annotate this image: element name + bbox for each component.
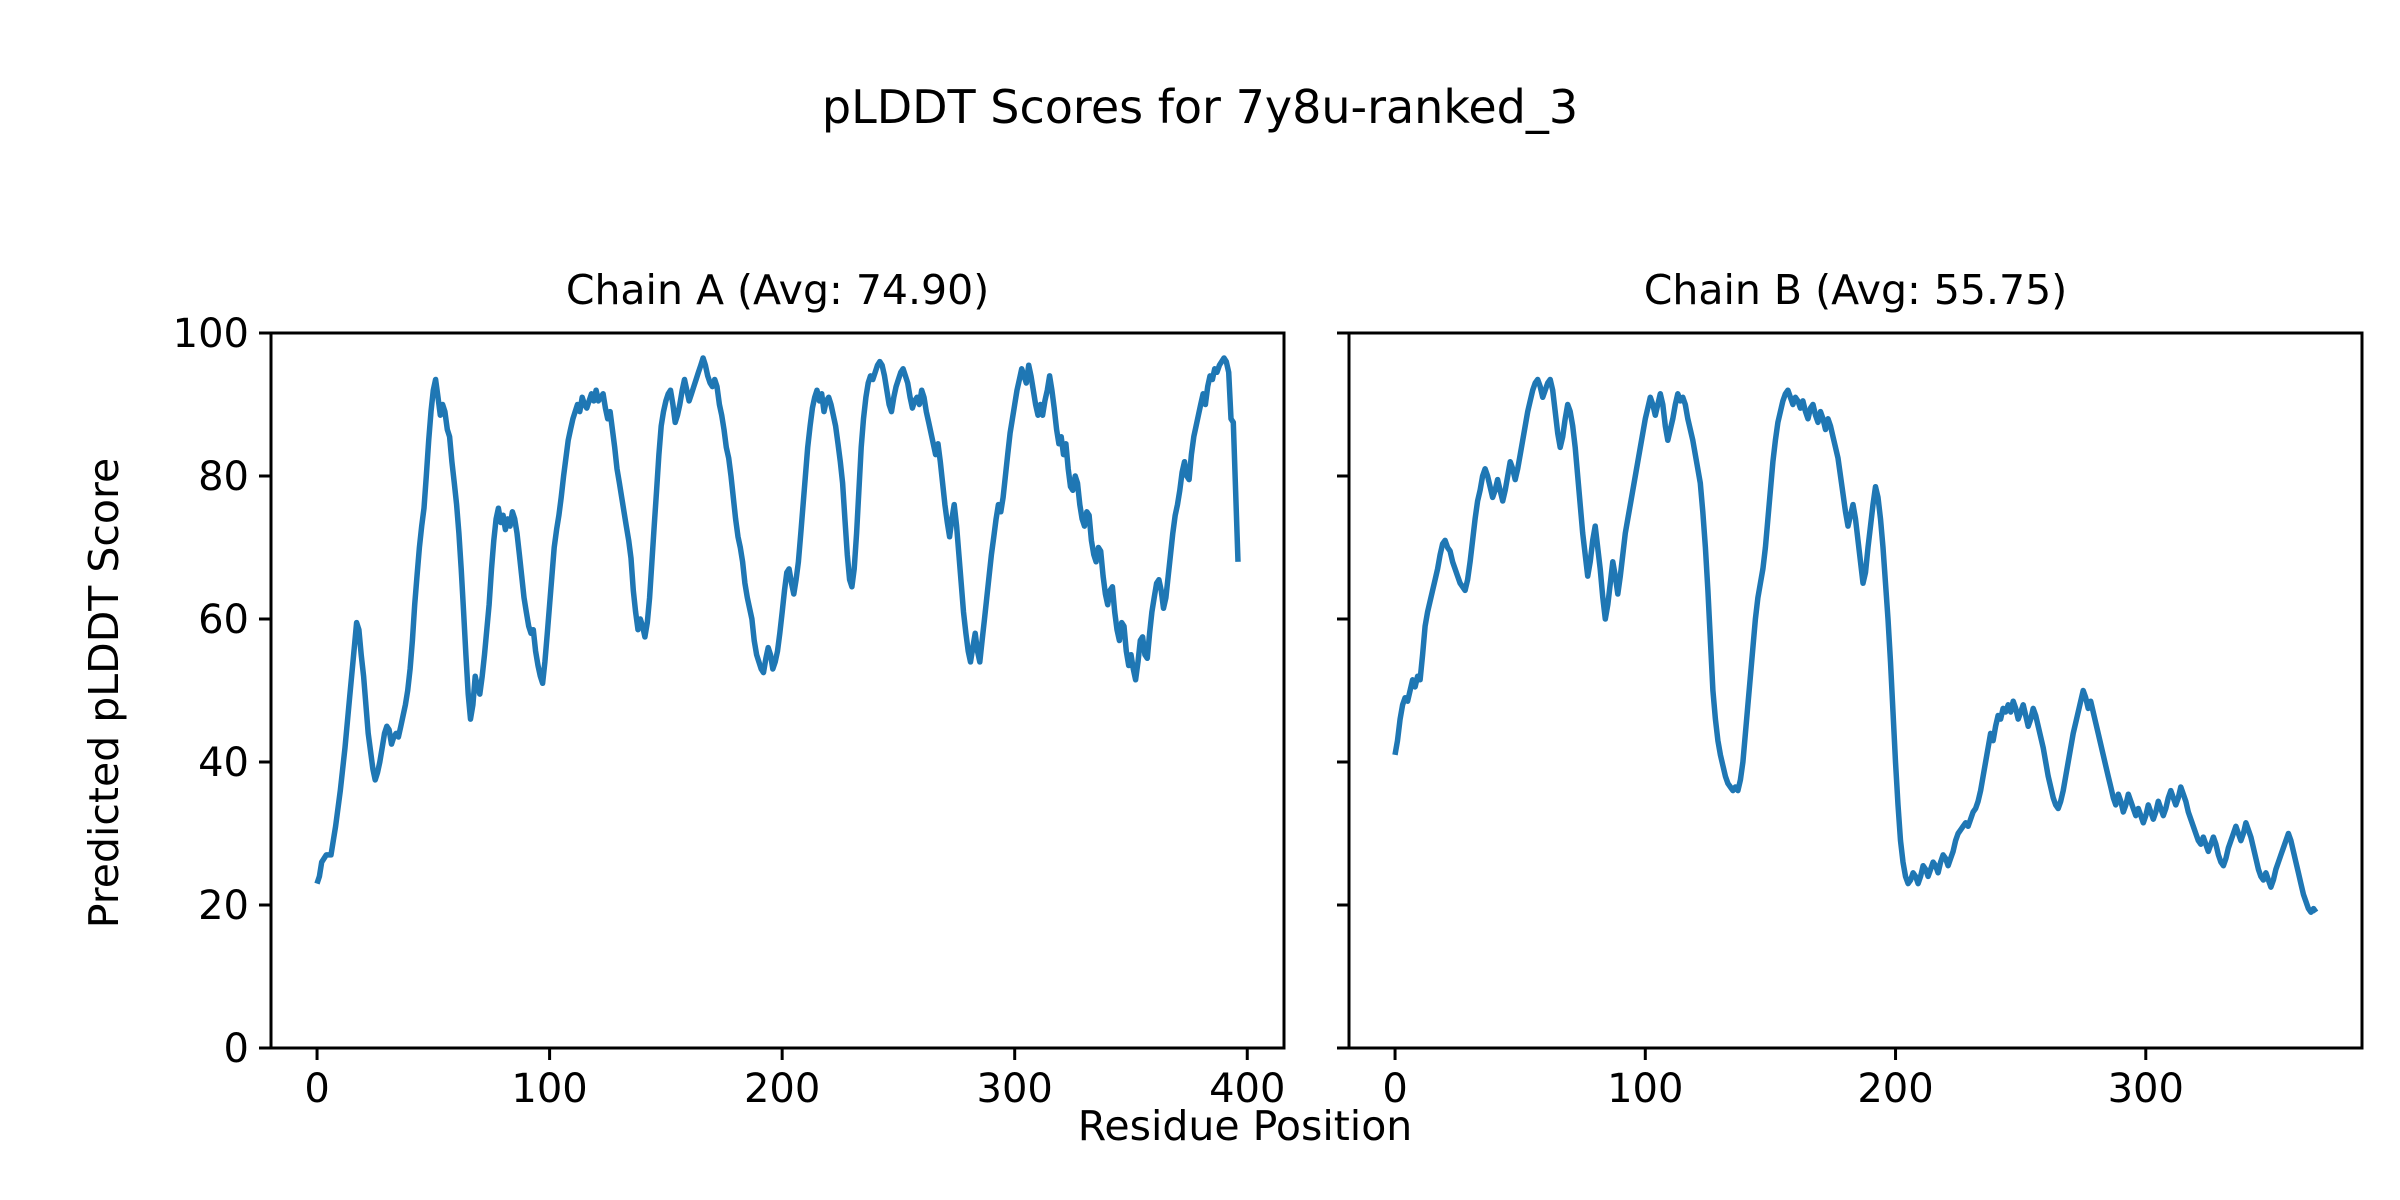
chain-a-plot: 0 100 200 300 400 0 20 40 60 80 100 — [173, 311, 1286, 1112]
x-tick-label: 200 — [744, 1066, 820, 1112]
y-tick-label: 80 — [198, 454, 249, 500]
x-tick-label: 100 — [1607, 1066, 1683, 1112]
x-tick-label: 200 — [1857, 1066, 1933, 1112]
x-tick-label: 0 — [304, 1066, 329, 1112]
y-tick-label: 0 — [224, 1026, 249, 1072]
x-axis-label: Residue Position — [1077, 1102, 1413, 1150]
plddt-line-chain-b — [1392, 376, 2319, 915]
chain-b-subplot-title: Chain B (Avg: 55.75) — [1643, 266, 2068, 314]
y-tick-label: 100 — [173, 311, 249, 357]
plddt-line-chain-a — [314, 355, 1241, 885]
y-tick-label: 20 — [198, 883, 249, 929]
x-tick-label: 400 — [1209, 1066, 1285, 1112]
chain-b-plot: 0 100 200 300 — [1337, 331, 2364, 1112]
x-tick-label: 100 — [511, 1066, 587, 1112]
x-tick-label: 0 — [1382, 1066, 1407, 1112]
axes-frame — [269, 331, 1286, 1050]
x-tick-label: 300 — [977, 1066, 1053, 1112]
y-axis-label: Predicted pLDDT Score — [80, 457, 128, 929]
y-tick-label: 40 — [198, 740, 249, 786]
x-tick-label: 300 — [2108, 1066, 2184, 1112]
chain-a-subplot-title: Chain A (Avg: 74.90) — [565, 266, 990, 314]
y-tick-label: 60 — [198, 597, 249, 643]
figure-title: pLDDT Scores for 7y8u-ranked_3 — [821, 80, 1579, 134]
axes-frame — [1347, 331, 2364, 1050]
